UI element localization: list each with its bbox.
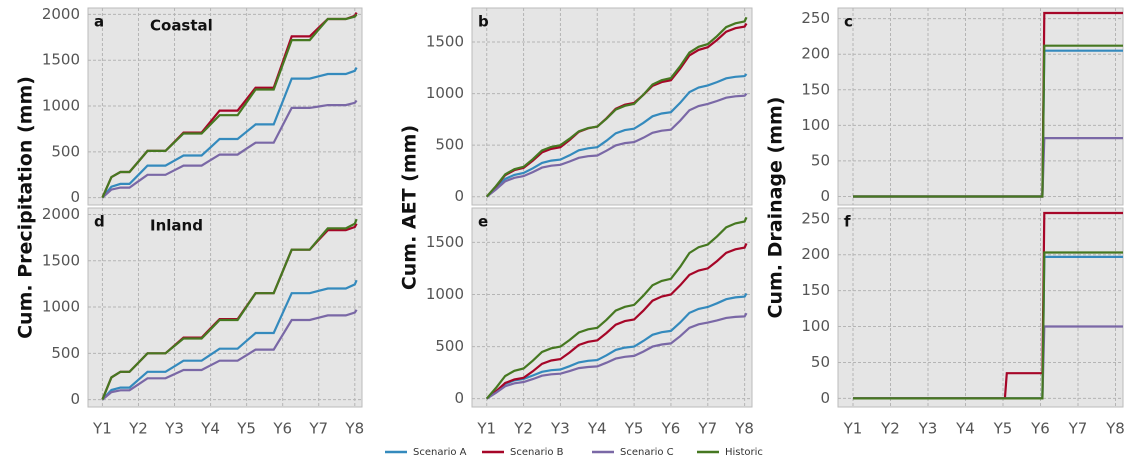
y-tick-label: 1000 (426, 84, 464, 102)
y-tick-label: 0 (70, 188, 80, 206)
series-line (486, 92, 748, 198)
x-tick-label: Y7 (1068, 420, 1088, 438)
series-line (486, 312, 748, 400)
series-line (101, 67, 358, 199)
y-tick-label: 200 (801, 245, 830, 263)
plot-area (471, 207, 753, 408)
series-line (485, 216, 748, 400)
panel-letter: d (94, 213, 105, 231)
series-line (485, 16, 748, 198)
y-tick-label: 1500 (426, 33, 464, 51)
legend-label: Scenario B (510, 447, 564, 458)
series-line (101, 99, 358, 199)
x-tick-label: Y6 (272, 420, 292, 438)
y-tick-label: 50 (811, 151, 830, 169)
series-line (101, 218, 358, 401)
y-tick-label: 0 (820, 389, 830, 407)
y-tick-label: 2000 (42, 205, 80, 223)
panel-letter: a (94, 13, 104, 31)
series-line (485, 73, 748, 198)
legend-label: Historic (725, 447, 763, 458)
y-axis-label: Cum. Precipitation (mm) (15, 76, 37, 339)
y-tick-label: 1500 (426, 233, 464, 251)
x-tick-label: Y3 (164, 420, 184, 438)
x-tick-label: Y3 (550, 420, 570, 438)
x-tick-label: Y2 (513, 420, 533, 438)
x-tick-label: Y1 (476, 420, 496, 438)
series-line (486, 242, 748, 400)
y-tick-label: 1000 (42, 298, 80, 316)
site-label: Inland (150, 217, 203, 235)
y-tick-label: 0 (70, 390, 80, 408)
panel-letter: e (478, 213, 488, 231)
series-line (853, 44, 1123, 198)
x-tick-label: Y8 (734, 420, 754, 438)
x-tick-label: Y4 (587, 420, 607, 438)
series-line (101, 309, 358, 401)
x-tick-label: Y6 (661, 420, 681, 438)
y-tick-label: 50 (811, 353, 830, 371)
series-line (853, 251, 1123, 400)
y-tick-label: 1000 (426, 285, 464, 303)
plot-area (471, 7, 753, 206)
x-tick-label: Y8 (1105, 420, 1125, 438)
y-tick-label: 500 (51, 344, 80, 362)
y-tick-label: 0 (454, 389, 464, 407)
y-axis-label: Cum. Drainage (mm) (765, 97, 787, 319)
x-tick-label: Y4 (955, 420, 975, 438)
y-tick-label: 1000 (42, 97, 80, 115)
x-tick-label: Y8 (344, 420, 364, 438)
x-tick-label: Y1 (92, 420, 112, 438)
y-tick-label: 100 (801, 317, 830, 335)
plot-area (837, 7, 1124, 206)
x-tick-label: Y2 (880, 420, 900, 438)
y-tick-label: 1500 (42, 251, 80, 269)
x-tick-label: Y3 (918, 420, 938, 438)
x-tick-label: Y2 (128, 420, 148, 438)
x-tick-label: Y1 (843, 420, 863, 438)
x-tick-label: Y7 (308, 420, 328, 438)
x-tick-label: Y5 (236, 420, 256, 438)
y-tick-label: 500 (435, 136, 464, 154)
y-tick-label: 250 (801, 9, 830, 27)
series-line (486, 292, 748, 400)
x-tick-label: Y5 (624, 420, 644, 438)
site-label: Coastal (150, 17, 213, 35)
y-tick-label: 0 (454, 187, 464, 205)
y-tick-label: 150 (801, 281, 830, 299)
x-tick-label: Y6 (1030, 420, 1050, 438)
y-tick-label: 2000 (42, 5, 80, 23)
y-tick-label: 500 (51, 142, 80, 160)
series-line (101, 13, 358, 199)
panel-letter: c (844, 13, 853, 31)
y-tick-label: 500 (435, 337, 464, 355)
series-line (101, 279, 358, 401)
x-tick-label: Y5 (993, 420, 1013, 438)
y-axis-label: Cum. AET (mm) (399, 125, 421, 290)
plot-area (837, 207, 1124, 408)
x-tick-label: Y7 (697, 420, 717, 438)
y-tick-label: 1500 (42, 51, 80, 69)
y-tick-label: 100 (801, 116, 830, 134)
legend-label: Scenario A (413, 447, 467, 458)
panel-letter: f (844, 213, 851, 231)
x-tick-label: Y4 (200, 420, 220, 438)
y-tick-label: 200 (801, 45, 830, 63)
legend-label: Scenario C (620, 447, 674, 458)
y-tick-label: 150 (801, 80, 830, 98)
y-tick-label: 0 (820, 187, 830, 205)
y-tick-label: 250 (801, 209, 830, 227)
panel-letter: b (478, 13, 489, 31)
